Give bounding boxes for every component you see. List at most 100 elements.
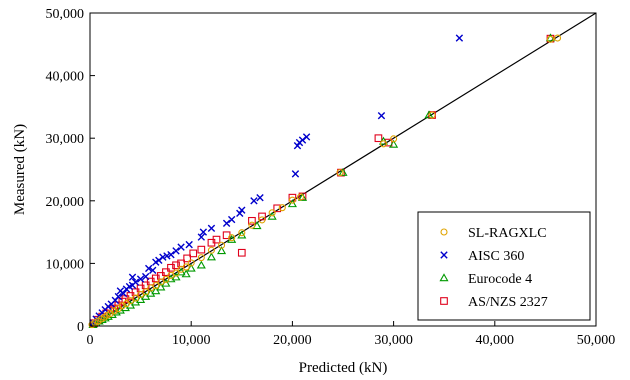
legend-label: Eurocode 4 [468,272,532,287]
data-point [114,292,123,301]
data-point [384,138,393,147]
data-point [238,229,246,237]
data-point [222,219,231,228]
data-point [273,204,282,213]
x-tick-label: 10,000 [172,333,211,348]
x-axis-ticks: 0 10,000 20,000 30,000 40,000 50,000 [87,321,616,348]
x-tick-label: 0 [87,333,94,348]
y-axis-ticks: 0 10,000 20,000 30,000 40,000 50,000 [46,7,95,335]
plot-area-frame [89,12,597,327]
data-point [455,34,464,42]
data-point [379,140,388,148]
data-point [183,254,192,263]
data-points [88,33,562,329]
data-point [167,250,175,259]
data-point [428,111,436,119]
legend-marker [440,228,448,236]
data-point [248,221,256,229]
data-point [172,261,180,270]
data-point [110,307,118,315]
data-point [189,249,198,258]
data-point [338,167,348,176]
x-tick-label: 20,000 [273,333,312,348]
data-point [207,224,216,233]
data-point [227,215,236,224]
data-point [237,248,246,257]
data-point [206,252,216,261]
data-point [227,234,237,243]
data-point [163,252,171,260]
data-point [181,269,191,278]
y-tick-label: 0 [77,320,84,335]
data-point [228,234,236,242]
data-point [248,216,256,225]
data-point [177,243,185,251]
legend-marker [440,297,448,305]
legend-entry: Eurocode 4 [439,272,532,287]
data-point [207,246,215,254]
data-point [151,274,160,283]
data-point [118,302,126,310]
data-point [296,193,305,201]
series-circle [88,34,562,329]
data-point [545,33,556,42]
data-point [390,135,398,143]
data-point [250,197,258,205]
legend-entry: SL-RAGXLC [440,226,547,241]
data-point [172,269,180,277]
data-point [162,275,170,283]
data-point [182,263,190,271]
data-point [197,245,206,254]
y-axis-title: Measured (kN) [12,124,28,215]
data-point [297,192,308,201]
x-axis-title: Predicted (kN) [299,360,388,376]
data-point [162,268,170,277]
x-tick-label: 40,000 [476,333,515,348]
data-point [119,289,128,298]
data-point [217,246,227,255]
data-point [151,286,161,295]
data-point [142,288,150,296]
data-point [152,282,160,290]
data-point [199,228,208,236]
data-point [131,294,140,302]
data-point [197,254,205,262]
legend-entry: AS/NZS 2327 [440,295,548,310]
data-point [424,110,434,119]
data-point [287,199,297,208]
data-point [258,216,266,224]
data-point [267,211,277,220]
x-tick-label: 30,000 [374,333,413,348]
y-tick-label: 20,000 [46,195,85,210]
legend-label: SL-RAGXLC [468,226,547,241]
y-tick-label: 30,000 [46,132,85,147]
x-tick-label: 50,000 [577,333,616,348]
data-point [256,193,264,202]
legend: SL-RAGXLC AISC 360 Eurocode 4 AS/NZS 2327 [417,211,591,321]
data-point [377,111,386,120]
data-point [197,233,206,241]
data-point [553,34,562,42]
data-point [238,206,246,214]
data-point [136,275,145,283]
data-point [172,247,180,255]
data-point [187,259,195,267]
data-point [149,266,157,274]
data-point [141,272,150,281]
data-point [546,35,555,43]
legend-label: AISC 360 [468,249,524,264]
data-point [302,133,311,141]
data-point [278,204,286,212]
data-point [218,241,226,249]
data-point [389,139,399,148]
data-point [128,273,137,281]
legend-entry: AISC 360 [440,249,524,264]
legend-marker [440,251,448,259]
data-point [258,212,266,221]
y-tick-label: 10,000 [46,257,85,272]
data-point [145,264,153,273]
data-point [212,235,221,244]
data-point [288,196,296,204]
y-tick-label: 50,000 [46,7,85,22]
